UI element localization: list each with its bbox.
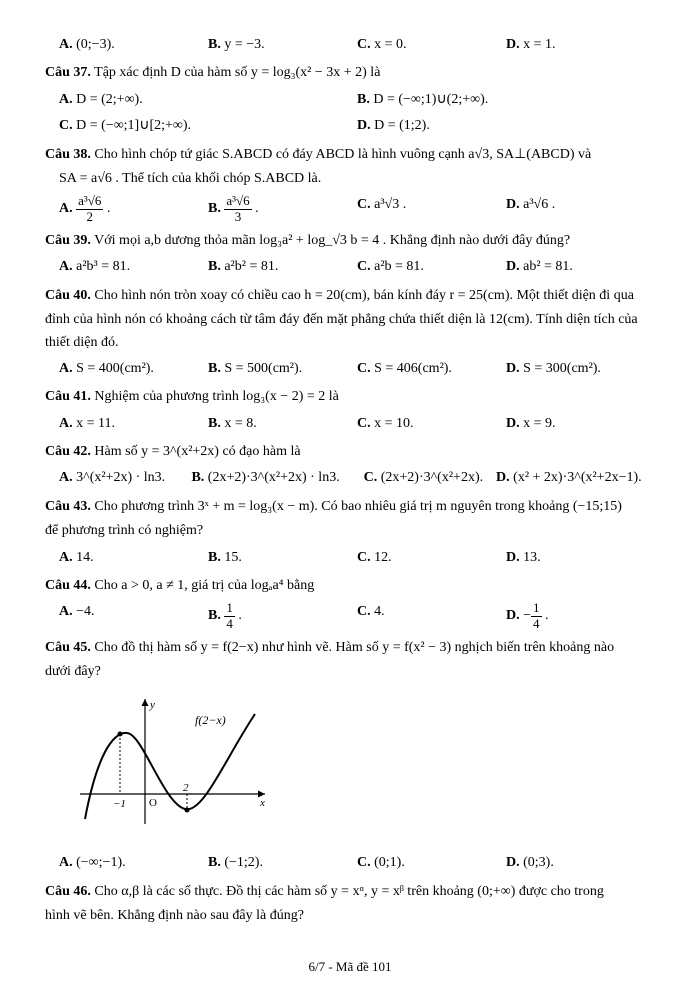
q42-B: B. (2x+2)·3^(x²+2x) · ln3. bbox=[191, 467, 363, 489]
tick-O: O bbox=[149, 797, 157, 809]
q42-C: C. (2x+2)·3^(x²+2x). bbox=[364, 467, 496, 489]
q38-C: C. a³√3 . bbox=[357, 194, 506, 224]
q37-B: B. D = (−∞;1)∪(2;+∞). bbox=[357, 89, 655, 111]
q37: Câu 37. Tập xác định D của hàm số y = lo… bbox=[45, 62, 655, 84]
q42-choices: A. 3^(x²+2x) · ln3. B. (2x+2)·3^(x²+2x) … bbox=[59, 467, 655, 489]
q45: Câu 45. Cho đồ thị hàm số y = f(2−x) như… bbox=[45, 637, 655, 659]
q43: Câu 43. Cho phương trình 3ˣ + m = log₃(x… bbox=[45, 496, 655, 518]
q46-text2: hình vẽ bên. Khẳng định nào sau đây là đ… bbox=[45, 905, 655, 927]
q45-A: A. (−∞;−1). bbox=[59, 852, 208, 874]
q37-label: Câu 37. bbox=[45, 65, 91, 80]
q40-C: C. S = 406(cm²). bbox=[357, 358, 506, 380]
q41-A: A. x = 11. bbox=[59, 413, 208, 435]
q38-choices: A. a³√62 . B. a³√63 . C. a³√3 . D. a³√6 … bbox=[59, 194, 655, 224]
q44-C: C. 4. bbox=[357, 601, 506, 631]
q43-text2: để phương trình có nghiệm? bbox=[45, 520, 655, 542]
q36-C: C. x = 0. bbox=[357, 34, 506, 56]
q41: Câu 41. Nghiệm của phương trình log₃(x −… bbox=[45, 386, 655, 408]
q37-C: C. D = (−∞;1]∪[2;+∞). bbox=[59, 115, 357, 137]
q39-choices: A. a²b³ = 81. B. a²b² = 81. C. a²b = 81.… bbox=[59, 256, 655, 278]
q45-B: B. (−1;2). bbox=[208, 852, 357, 874]
q44-choices: A. −4. B. 14 . C. 4. D. −14 . bbox=[59, 601, 655, 631]
q42-A: A. 3^(x²+2x) · ln3. bbox=[59, 467, 191, 489]
q41-D: D. x = 9. bbox=[506, 413, 655, 435]
tick-2: 2 bbox=[183, 782, 189, 794]
q38: Câu 38. Cho hình chóp tứ giác S.ABCD có … bbox=[45, 144, 655, 166]
q45-C: C. (0;1). bbox=[357, 852, 506, 874]
q36-D: D. x = 1. bbox=[506, 34, 655, 56]
q41-B: B. x = 8. bbox=[208, 413, 357, 435]
q38-text1: Cho hình chóp tứ giác S.ABCD có đáy ABCD… bbox=[91, 147, 591, 162]
q37-A: A. D = (2;+∞). bbox=[59, 89, 357, 111]
q39-C: C. a²b = 81. bbox=[357, 256, 506, 278]
x-label: x bbox=[259, 797, 265, 809]
q37-row2: C. D = (−∞;1]∪[2;+∞). D. D = (1;2). bbox=[59, 115, 655, 137]
y-label: y bbox=[149, 699, 155, 711]
q40: Câu 40. Cho hình nón tròn xoay có chiều … bbox=[45, 285, 655, 307]
q39-D: D. ab² = 81. bbox=[506, 256, 655, 278]
q36-A-text: (0;−3). bbox=[76, 37, 115, 52]
q41-C: C. x = 10. bbox=[357, 413, 506, 435]
q39-A: A. a²b³ = 81. bbox=[59, 256, 208, 278]
q36-B: B. y = −3. bbox=[208, 34, 357, 56]
q38-text2: SA = a√6 . Thể tích của khối chóp S.ABCD… bbox=[59, 168, 655, 190]
label-A: A. bbox=[59, 37, 73, 52]
q36-A: A. (0;−3). bbox=[59, 34, 208, 56]
q36-choices: A. (0;−3). B. y = −3. C. x = 0. D. x = 1… bbox=[59, 34, 655, 56]
q40-D: D. S = 300(cm²). bbox=[506, 358, 655, 380]
q38-label: Câu 38. bbox=[45, 147, 91, 162]
q43-A: A. 14. bbox=[59, 547, 208, 569]
q37-text: Tập xác định D của hàm số y = log₃(x² − … bbox=[91, 65, 381, 80]
q44-B: B. 14 . bbox=[208, 601, 357, 631]
q44-A: A. −4. bbox=[59, 601, 208, 631]
curve-label: f(2−x) bbox=[195, 713, 226, 727]
q44: Câu 44. Cho a > 0, a ≠ 1, giá trị của lo… bbox=[45, 575, 655, 597]
q38-A: A. a³√62 . bbox=[59, 194, 208, 224]
q45-graph: −1 O 2 x y f(2−x) bbox=[75, 694, 655, 842]
q43-C: C. 12. bbox=[357, 547, 506, 569]
q39-B: B. a²b² = 81. bbox=[208, 256, 357, 278]
q45-D: D. (0;3). bbox=[506, 852, 655, 874]
q46: Câu 46. Cho α,β là các số thực. Đồ thị c… bbox=[45, 881, 655, 903]
q40-text2: đỉnh của hình nón có khoảng cách từ tâm … bbox=[45, 309, 655, 331]
q45-text2: dưới đây? bbox=[45, 661, 655, 683]
q40-B: B. S = 500(cm²). bbox=[208, 358, 357, 380]
q43-D: D. 13. bbox=[506, 547, 655, 569]
q40-choices: A. S = 400(cm²). B. S = 500(cm²). C. S =… bbox=[59, 358, 655, 380]
q42: Câu 42. Hàm số y = 3^(x²+2x) có đạo hàm … bbox=[45, 441, 655, 463]
q41-choices: A. x = 11. B. x = 8. C. x = 10. D. x = 9… bbox=[59, 413, 655, 435]
q37-D: D. D = (1;2). bbox=[357, 115, 655, 137]
q44-D: D. −14 . bbox=[506, 601, 655, 631]
q42-D: D. (x² + 2x)·3^(x²+2x−1). bbox=[496, 467, 655, 489]
q40-text3: thiết diện đó. bbox=[45, 332, 655, 354]
q43-B: B. 15. bbox=[208, 547, 357, 569]
q40-A: A. S = 400(cm²). bbox=[59, 358, 208, 380]
tick-neg1: −1 bbox=[113, 798, 126, 810]
curve-f2x bbox=[85, 714, 255, 819]
q37-row1: A. D = (2;+∞). B. D = (−∞;1)∪(2;+∞). bbox=[59, 89, 655, 111]
q45-choices: A. (−∞;−1). B. (−1;2). C. (0;1). D. (0;3… bbox=[59, 852, 655, 874]
q38-D: D. a³√6 . bbox=[506, 194, 655, 224]
page-footer: 6/7 - Mã đề 101 bbox=[45, 957, 655, 978]
graph-svg: −1 O 2 x y f(2−x) bbox=[75, 694, 275, 834]
q38-B: B. a³√63 . bbox=[208, 194, 357, 224]
q39: Câu 39. Với mọi a,b dương thỏa mãn log₃a… bbox=[45, 230, 655, 252]
q43-choices: A. 14. B. 15. C. 12. D. 13. bbox=[59, 547, 655, 569]
